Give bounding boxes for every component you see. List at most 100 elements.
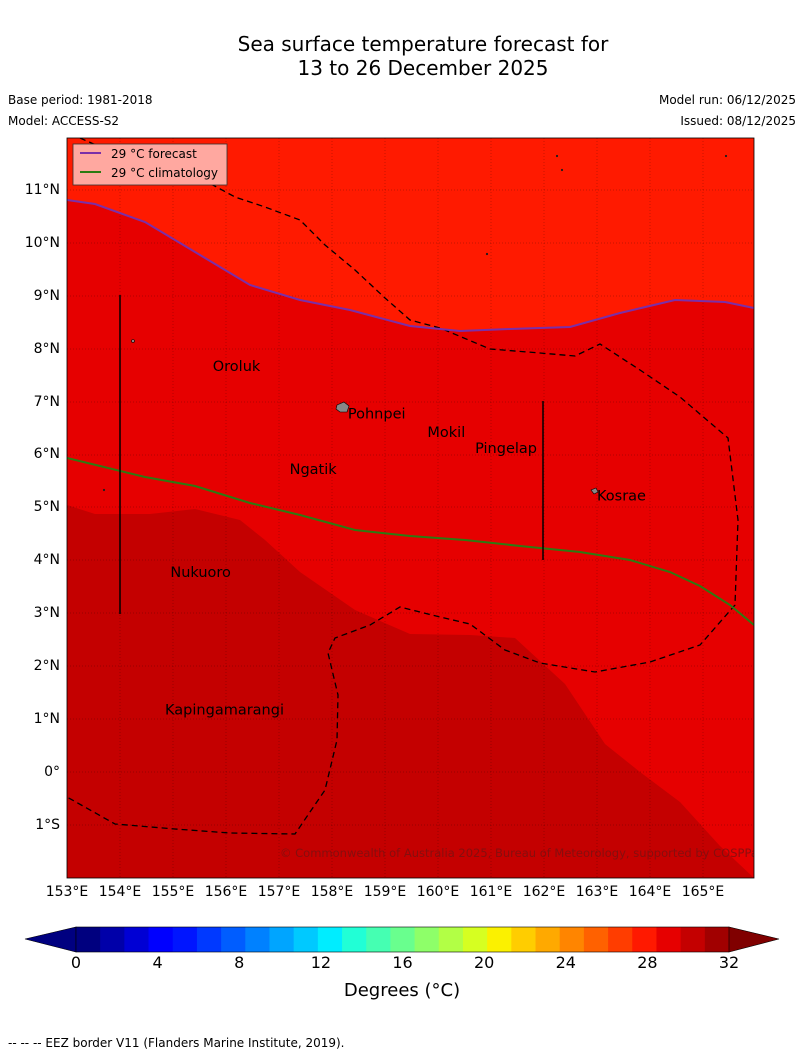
colorbar-segment — [293, 927, 319, 952]
longitude-tick-label: 156°E — [204, 884, 248, 900]
issued-date: Issued: 08/12/2025 — [680, 114, 796, 128]
colorbar-segment — [221, 927, 246, 952]
colorbar-segment — [559, 927, 585, 952]
latitude-tick-label: 10°N — [24, 234, 60, 251]
colorbar-tick-label: 4 — [152, 953, 163, 972]
latitude-tick-label: 0° — [44, 763, 60, 780]
colorbar-segment — [366, 927, 391, 952]
longitude-tick-label: 161°E — [469, 884, 513, 900]
latitude-tick-label: 8°N — [33, 340, 60, 357]
longitude-tick-label: 160°E — [416, 884, 460, 900]
small-island — [131, 339, 135, 343]
colorbar-tick-label: 8 — [234, 953, 245, 972]
colorbar-segment — [76, 927, 101, 952]
colorbar-under-arrow — [24, 926, 77, 953]
colorbar-tick-label: 16 — [392, 953, 413, 972]
colorbar-tick-label: 24 — [555, 953, 576, 972]
colorbar-segment — [487, 927, 512, 952]
colorbar-frame — [75, 926, 730, 953]
graticule — [67, 138, 754, 878]
longitude-tick-label: 153°E — [45, 884, 89, 900]
colorbar-segment — [414, 927, 440, 952]
place-label: Nukuoro — [170, 565, 231, 581]
latitude-tick-label: 2°N — [33, 658, 60, 674]
colorbar-label: Degrees (°C) — [343, 980, 461, 1001]
colorbar-segment — [608, 927, 633, 952]
small-island — [555, 154, 559, 158]
colorbar-segment — [269, 927, 295, 952]
title-line-2: 13 to 26 December 2025 — [297, 56, 549, 80]
latitude-tick-label: 5°N — [33, 499, 60, 516]
colorbar-segment — [342, 927, 367, 952]
latitude-tick-label: 6°N — [33, 446, 60, 463]
latitude-tick-label: 7°N — [33, 393, 60, 410]
colorbar-segment — [100, 927, 125, 952]
colorbar-segment — [462, 927, 488, 952]
latitude-tick-label: 1°S — [35, 816, 60, 833]
colorbar-segment — [172, 927, 198, 952]
small-island — [102, 488, 106, 492]
colorbar-segment — [148, 927, 174, 952]
model-run: Model run: 06/12/2025 — [658, 93, 796, 107]
colorbar-segment — [704, 927, 730, 952]
longitude-tick-label: 163°E — [575, 884, 619, 900]
colorbar-segment — [656, 927, 682, 952]
islands — [102, 154, 728, 495]
colorbar-segment — [583, 927, 609, 952]
longitude-tick-label: 157°E — [257, 884, 301, 900]
place-label: Mokil — [427, 425, 465, 441]
colorbar-tick-label: 0 — [70, 953, 82, 972]
small-island — [724, 154, 728, 158]
eez-border — [67, 138, 739, 835]
colorbar-tick-label: 28 — [637, 953, 658, 972]
place-labels: Oroluk Pohnpei Mokil Pingelap Ngatik Kosrae Nu… — [165, 359, 646, 719]
place-label: Kapingamarangi — [165, 703, 284, 719]
colorbar-segment — [390, 927, 416, 952]
longitude-tick-label: 154°E — [98, 884, 142, 900]
colorbar-over-arrow — [728, 926, 780, 953]
model-name: Model: ACCESS-S2 — [8, 114, 120, 128]
eez-footnote: -- -- -- EEZ border V11 (Flanders Marine… — [8, 1036, 345, 1050]
place-label: Pohnpei — [348, 406, 406, 422]
colorbar-segment — [196, 927, 222, 952]
place-label: Oroluk — [213, 359, 261, 375]
colorbar-segment — [511, 927, 537, 952]
pohnpei-island — [335, 401, 350, 413]
colorbar-tick-label: 12 — [310, 953, 332, 972]
colorbar-segment — [632, 927, 657, 952]
map-frame — [66, 137, 755, 879]
longitude-tick-label: 164°E — [628, 884, 672, 900]
latitude-tick-label: 1°N — [33, 710, 60, 727]
place-label: Ngatik — [290, 462, 338, 478]
chart-title: Sea surface temperature forecast for 13 … — [0, 32, 804, 80]
forecast-29c-line — [67, 199, 754, 333]
place-label: Pingelap — [475, 441, 537, 457]
longitude-tick-label: 158°E — [310, 884, 354, 900]
latitude-tick-label: 4°N — [33, 552, 60, 569]
latitude-tick-label: 11°N — [24, 181, 60, 198]
colorbar-segment — [438, 927, 464, 952]
climatology-29c-line — [67, 457, 754, 626]
longitude-tick-label: 155°E — [151, 884, 195, 900]
base-period: Base period: 1981-2018 — [8, 93, 153, 107]
colorbar-segment — [535, 927, 561, 952]
legend-forecast-label: 29 °C forecast — [111, 147, 197, 161]
colorbar — [24, 926, 780, 953]
sst-hot-zone — [67, 505, 754, 878]
small-island — [485, 252, 489, 256]
copyright-text: © Commonwealth of Australia 2025, Bureau… — [280, 846, 764, 860]
kosrae-island — [590, 487, 599, 495]
map-legend: 29 °C forecast 29 °C climatology — [72, 143, 228, 186]
colorbar-tick-label: 32 — [718, 953, 740, 972]
colorbar-segment — [124, 927, 150, 952]
longitude-tick-label: 159°E — [363, 884, 407, 900]
colorbar-segment — [317, 927, 343, 952]
legend-climatology-label: 29 °C climatology — [111, 166, 218, 180]
longitude-tick-label: 165°E — [681, 884, 725, 900]
longitude-tick-label: 162°E — [522, 884, 566, 900]
colorbar-segment — [245, 927, 270, 952]
small-island — [560, 168, 564, 172]
latitude-tick-label: 3°N — [33, 605, 60, 622]
place-label: Kosrae — [597, 488, 646, 504]
